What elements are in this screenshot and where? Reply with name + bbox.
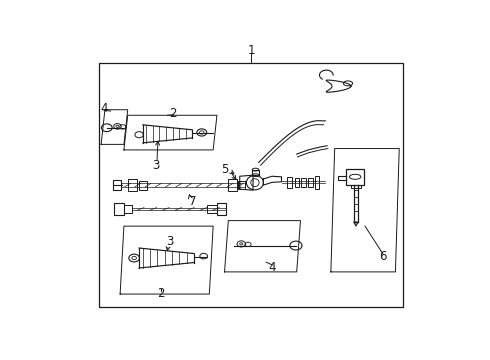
Text: 6: 6 xyxy=(379,249,387,262)
Bar xyxy=(115,203,124,215)
Bar xyxy=(308,178,313,188)
Bar xyxy=(113,180,121,190)
Bar xyxy=(287,177,292,188)
Bar xyxy=(346,169,364,185)
Bar xyxy=(238,181,245,189)
Text: 3: 3 xyxy=(152,159,159,172)
Bar xyxy=(295,178,299,187)
Bar xyxy=(99,63,403,307)
Bar xyxy=(228,179,237,191)
Text: 2: 2 xyxy=(157,287,165,300)
Text: 2: 2 xyxy=(170,107,177,120)
Text: 1: 1 xyxy=(247,44,255,57)
Bar xyxy=(139,181,147,190)
Text: 4: 4 xyxy=(100,102,107,115)
Bar xyxy=(128,179,137,191)
Text: 7: 7 xyxy=(189,195,196,208)
Bar xyxy=(124,204,132,213)
Polygon shape xyxy=(354,222,358,226)
Text: 4: 4 xyxy=(269,261,276,274)
Bar xyxy=(207,204,217,213)
Bar xyxy=(217,203,226,215)
Text: 5: 5 xyxy=(221,163,229,176)
Bar xyxy=(315,176,319,189)
Bar xyxy=(351,185,361,188)
Text: 3: 3 xyxy=(166,235,173,248)
Bar xyxy=(301,179,306,187)
